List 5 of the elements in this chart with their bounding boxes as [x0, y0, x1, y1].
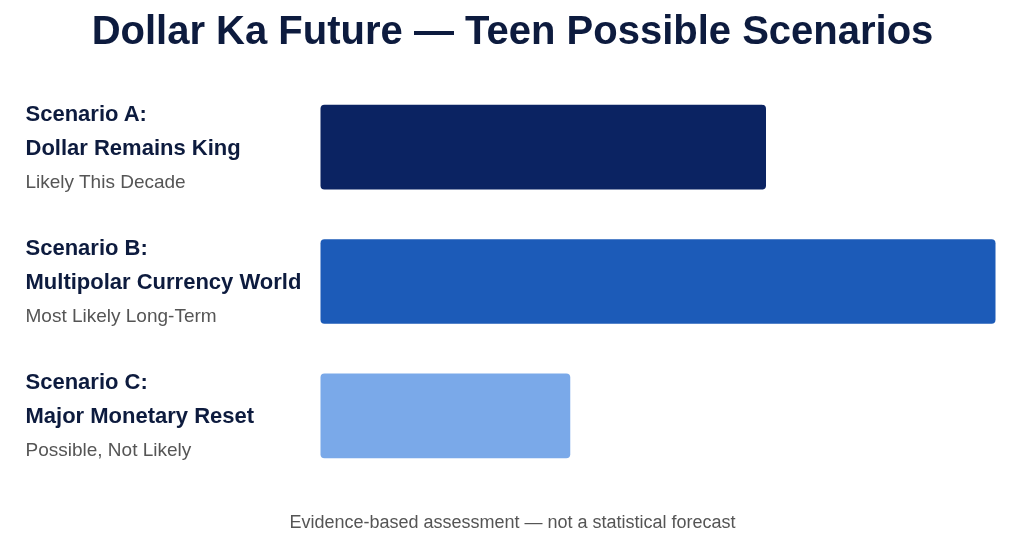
y-tick-label: Scenario B: Multipolar Currency World Most Likely Long-Term	[25, 235, 302, 327]
y-tick-label: Scenario C: Major Monetary Reset Possible, Not Likely	[25, 369, 255, 461]
chart-title: Dollar Ka Future — Teen Possible Scenarios	[91, 7, 934, 52]
y-tick-label: Scenario A: Dollar Remains King Likely This Decade	[25, 100, 241, 192]
text: Evidence-based assessment — not a statistical forecast	[289, 511, 736, 532]
